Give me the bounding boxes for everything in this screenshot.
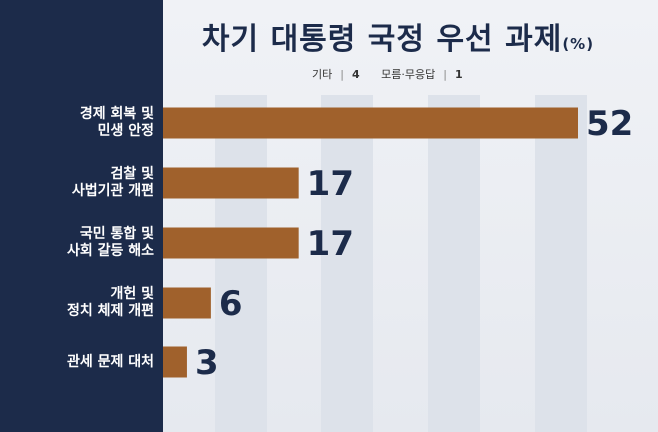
category-label-line: 사회 갈등 해소 <box>66 243 154 259</box>
category-label: 경제 회복 및 민생 안정 <box>4 106 154 140</box>
bar-value-label: 17 <box>307 224 354 264</box>
grid-band <box>428 95 480 432</box>
category-sidebar <box>0 0 163 432</box>
chart-title-text: 차기 대통령 국정 우선 과제 <box>201 22 563 57</box>
note-unknown-label: 모름·무응답 <box>381 68 436 81</box>
category-label-line: 사법기관 개편 <box>71 183 154 199</box>
note-other-label: 기타 <box>312 68 333 81</box>
category-label-line: 정치 체제 개편 <box>66 303 154 319</box>
category-label-line: 경제 회복 및 <box>79 106 154 122</box>
grid-band <box>535 95 587 432</box>
bar <box>163 107 578 139</box>
category-label-line: 관세 문제 대처 <box>66 353 154 370</box>
chart-title: 차기 대통령 국정 우선 과제(%) <box>163 14 633 58</box>
bar <box>163 287 211 319</box>
grid-band <box>321 95 373 432</box>
category-label-line: 개헌 및 <box>110 286 154 302</box>
bar-value-label: 6 <box>219 284 243 324</box>
category-label: 개헌 및 정치 체제 개편 <box>4 286 154 320</box>
category-label-line: 민생 안정 <box>97 123 154 139</box>
chart-notes: 기타 | 4 모름·무응답 | 1 <box>312 66 481 82</box>
category-label: 국민 통합 및 사회 갈등 해소 <box>4 226 154 260</box>
bar <box>163 346 187 378</box>
note-other-value: 4 <box>351 68 360 81</box>
chart-title-unit: (%) <box>562 35 595 53</box>
grid-band <box>215 95 267 432</box>
category-label-line: 검찰 및 <box>110 166 154 182</box>
category-label: 관세 문제 대처 <box>4 354 154 371</box>
bar <box>163 227 299 259</box>
category-label-line: 국민 통합 및 <box>79 226 154 242</box>
bar <box>163 167 299 199</box>
note-separator: | <box>340 68 344 81</box>
bar-value-label: 52 <box>586 104 633 144</box>
category-label: 검찰 및 사법기관 개편 <box>4 166 154 200</box>
note-separator: | <box>443 68 447 81</box>
bar-value-label: 17 <box>307 164 354 204</box>
bar-value-label: 3 <box>195 343 219 383</box>
note-unknown-value: 1 <box>454 68 463 81</box>
